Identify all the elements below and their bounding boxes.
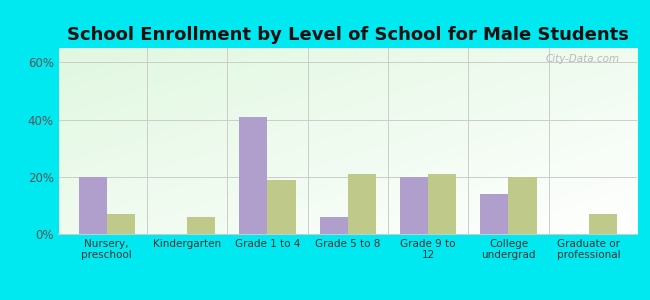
Bar bbox=[320, 217, 348, 234]
Bar bbox=[428, 174, 456, 234]
Bar bbox=[239, 117, 267, 234]
Bar bbox=[79, 177, 107, 234]
Bar bbox=[348, 174, 376, 234]
Bar bbox=[480, 194, 508, 234]
Bar bbox=[267, 180, 296, 234]
Bar bbox=[508, 177, 536, 234]
Text: City-Data.com: City-Data.com bbox=[545, 54, 619, 64]
Bar bbox=[400, 177, 428, 234]
Bar bbox=[589, 214, 617, 234]
Bar bbox=[187, 217, 215, 234]
Bar bbox=[107, 214, 135, 234]
Title: School Enrollment by Level of School for Male Students: School Enrollment by Level of School for… bbox=[67, 26, 629, 44]
